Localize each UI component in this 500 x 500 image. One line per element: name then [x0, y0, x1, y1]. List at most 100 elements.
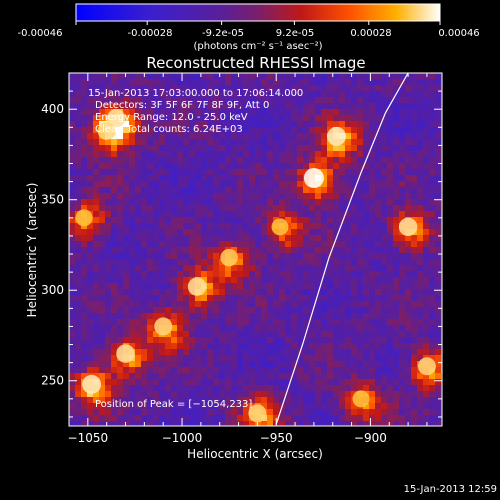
heatmap-cell [99, 265, 105, 271]
heatmap-cell [75, 79, 81, 85]
heatmap-cell [87, 235, 93, 241]
heatmap-cell [69, 241, 75, 247]
heatmap-cell [105, 103, 111, 109]
heatmap-cell [93, 397, 99, 403]
heatmap-cell [141, 127, 147, 133]
heatmap-cell [291, 361, 297, 367]
heatmap-cell [123, 139, 129, 145]
heatmap-cell [327, 175, 333, 181]
heatmap-cell [201, 73, 207, 79]
heatmap-cell [165, 151, 171, 157]
heatmap-cell [399, 91, 405, 97]
bright-sources [75, 109, 436, 423]
heatmap-cell [267, 121, 273, 127]
heatmap-cell [219, 307, 225, 313]
heatmap-cell [183, 409, 189, 415]
heatmap-cell [159, 421, 165, 426]
heatmap-cell [93, 109, 99, 115]
heatmap-cell [393, 415, 399, 421]
heatmap-cell [279, 349, 285, 355]
heatmap-cell [357, 229, 363, 235]
heatmap-cell [291, 277, 297, 283]
heatmap-cell [363, 415, 369, 421]
heatmap-cell [153, 133, 159, 139]
heatmap-cell [291, 385, 297, 391]
heatmap-cell [69, 127, 75, 133]
heatmap-cell [315, 259, 321, 265]
heatmap-cell [111, 295, 117, 301]
heatmap-cell [405, 139, 411, 145]
heatmap-cell [69, 289, 75, 295]
heatmap-cell [327, 403, 333, 409]
heatmap-cell [249, 121, 255, 127]
heatmap-cell [207, 121, 213, 127]
heatmap-cell [231, 247, 237, 253]
heatmap-cell [195, 415, 201, 421]
heatmap-cell [165, 415, 171, 421]
heatmap-cell [93, 175, 99, 181]
heatmap-cell [87, 265, 93, 271]
heatmap-cell [267, 211, 273, 217]
heatmap-cell [207, 169, 213, 175]
heatmap-cell [279, 133, 285, 139]
heatmap-cell [327, 409, 333, 415]
heatmap-cell [315, 97, 321, 103]
heatmap-cell [393, 277, 399, 283]
heatmap-cell [417, 391, 423, 397]
heatmap-cell [267, 241, 273, 247]
heatmap-cell [105, 241, 111, 247]
heatmap-cell [369, 187, 375, 193]
heatmap-cell [381, 289, 387, 295]
heatmap-cell [249, 343, 255, 349]
heatmap-cell [327, 283, 333, 289]
heatmap-cell [201, 97, 207, 103]
heatmap-cell [435, 211, 441, 217]
heatmap-cell [315, 199, 321, 205]
heatmap-cell [99, 319, 105, 325]
heatmap-cell [153, 121, 159, 127]
heatmap-cell [297, 79, 303, 85]
heatmap-cell [285, 73, 291, 79]
heatmap-cell [183, 91, 189, 97]
heatmap-cell [75, 301, 81, 307]
heatmap-cell [99, 151, 105, 157]
colorbar [75, 3, 441, 22]
heatmap-cell [333, 289, 339, 295]
heatmap-cell [117, 265, 123, 271]
heatmap-cell [219, 373, 225, 379]
heatmap-cell [201, 211, 207, 217]
heatmap-cell [405, 121, 411, 127]
heatmap-cell [429, 121, 435, 127]
y-axis-label: Heliocentric Y (arcsec) [25, 183, 39, 318]
heatmap-cell [81, 85, 87, 91]
heatmap-cell [111, 331, 117, 337]
heatmap-cell [387, 379, 393, 385]
heatmap-cell [291, 217, 297, 223]
heatmap-cell [375, 91, 381, 97]
heatmap-cell [327, 241, 333, 247]
heatmap-cell [381, 193, 387, 199]
heatmap-cell [417, 229, 423, 235]
heatmap-cell [249, 361, 255, 367]
heatmap-cell [225, 229, 231, 235]
heatmap-cell [117, 289, 123, 295]
heatmap-cell [111, 103, 117, 109]
heatmap-cell [201, 319, 207, 325]
heatmap-cell [279, 103, 285, 109]
heatmap-cell [273, 175, 279, 181]
heatmap-cell [243, 157, 249, 163]
heatmap-cell [351, 133, 357, 139]
heatmap-cell [183, 109, 189, 115]
heatmap-cell [159, 391, 165, 397]
heatmap-cell [327, 79, 333, 85]
heatmap-cell [387, 109, 393, 115]
heatmap-cell [285, 277, 291, 283]
heatmap-cell [273, 151, 279, 157]
heatmap-cell [363, 361, 369, 367]
heatmap-cell [147, 421, 153, 426]
heatmap-cell [243, 121, 249, 127]
heatmap-cell [357, 223, 363, 229]
heatmap-cell [219, 265, 225, 271]
heatmap-cell [303, 349, 309, 355]
heatmap-cell [369, 421, 375, 426]
